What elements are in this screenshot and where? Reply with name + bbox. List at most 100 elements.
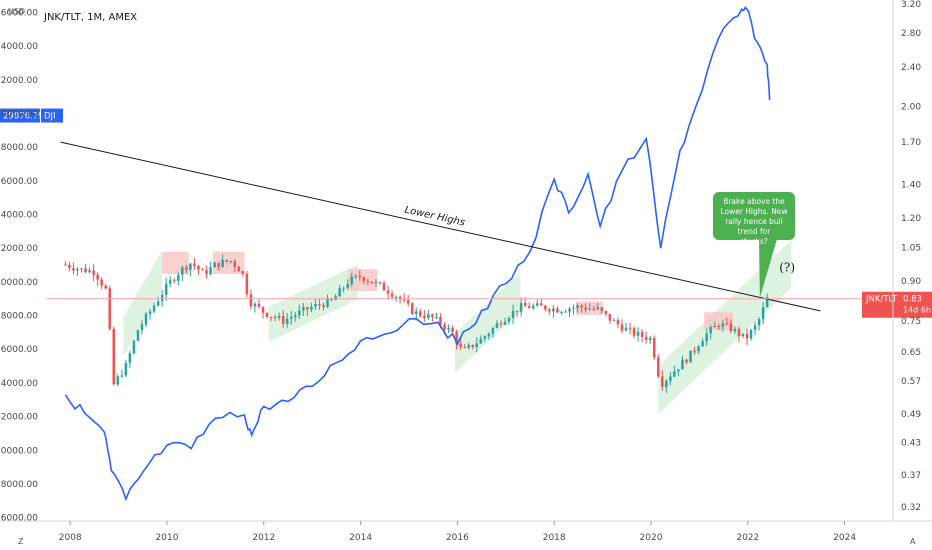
callout-text-line: Brake above the bbox=[723, 197, 785, 206]
candle-body bbox=[689, 350, 692, 363]
candle-body bbox=[72, 267, 75, 271]
price-tag-countdown: 14d 6h bbox=[903, 306, 931, 315]
right-axis-tick-label: 0.57 bbox=[901, 377, 921, 387]
candle-body bbox=[253, 303, 257, 307]
left-axis-tick-label: 20000.00 bbox=[0, 278, 38, 288]
candle-body bbox=[362, 277, 366, 282]
right-axis-tick-label: 1.20 bbox=[901, 214, 921, 224]
candle-body bbox=[164, 283, 168, 295]
time-axis-tick-label: 2022 bbox=[736, 533, 759, 543]
candle-body bbox=[640, 331, 644, 337]
candle-body bbox=[306, 307, 309, 310]
candle-body bbox=[104, 285, 107, 289]
candle-body bbox=[499, 323, 503, 325]
left-axis-tick-label: 12000.00 bbox=[0, 413, 38, 423]
left-axis-tick-label: 10000.00 bbox=[0, 446, 38, 456]
left-axis-tick-label: 34000.00 bbox=[0, 42, 38, 52]
auto-scale-button[interactable]: A bbox=[910, 537, 916, 546]
candle-body bbox=[124, 363, 128, 376]
right-axis-tick-label: 2.40 bbox=[901, 63, 921, 73]
candle-body bbox=[725, 323, 729, 325]
rally-channel bbox=[268, 264, 359, 343]
candle-body bbox=[334, 296, 337, 301]
candle-body bbox=[342, 287, 345, 289]
candle-body bbox=[116, 376, 120, 385]
dji-series bbox=[64, 5, 771, 502]
dji-value-tag bbox=[0, 108, 40, 123]
candle-body bbox=[128, 353, 132, 364]
candle-body bbox=[233, 261, 237, 267]
time-axis-tick-label: 2020 bbox=[640, 533, 663, 543]
candle-body bbox=[354, 275, 358, 277]
candle-body bbox=[197, 265, 200, 270]
candle-body bbox=[402, 299, 406, 301]
candle-body bbox=[632, 328, 636, 336]
candle-body bbox=[269, 316, 273, 318]
candle-body bbox=[386, 290, 390, 294]
dji-symbol-text: DJI bbox=[44, 112, 56, 122]
left-axis-tick-label: 6000.00 bbox=[1, 514, 38, 524]
candle-body bbox=[314, 303, 317, 307]
left-axis-tick-label: 28000.00 bbox=[0, 143, 38, 153]
left-axis-tick-label: 32000.00 bbox=[0, 76, 38, 86]
candle-body bbox=[661, 376, 664, 387]
candle-body bbox=[439, 316, 442, 325]
candle-body bbox=[673, 371, 676, 377]
right-axis-tick-label: 0.43 bbox=[901, 438, 921, 448]
rally-channel bbox=[454, 272, 521, 373]
candle-body bbox=[548, 309, 551, 312]
candle-body bbox=[289, 317, 293, 319]
candle-body bbox=[419, 311, 422, 316]
chart-title: JNK/TLT, 1M, AMEX bbox=[43, 12, 137, 23]
candle-body bbox=[96, 274, 99, 280]
candle-body bbox=[636, 331, 640, 336]
candle-body bbox=[112, 328, 116, 385]
candle-body bbox=[80, 268, 83, 270]
dji-value-text: 29876.79 bbox=[3, 112, 44, 122]
candlestick-series bbox=[64, 254, 769, 394]
candle-body bbox=[685, 359, 688, 363]
candle-body bbox=[168, 280, 172, 284]
candle-body bbox=[592, 308, 595, 310]
candle-body bbox=[527, 306, 531, 309]
candle-body bbox=[265, 312, 269, 317]
timezone-button[interactable]: Z bbox=[18, 537, 24, 546]
candle-body bbox=[406, 300, 410, 304]
candle-body bbox=[648, 338, 652, 341]
candle-body bbox=[515, 310, 519, 312]
right-axis-tick-label: 2.80 bbox=[901, 29, 921, 39]
resistance-highlight bbox=[704, 312, 734, 330]
candle-body bbox=[652, 338, 656, 358]
candle-body bbox=[156, 301, 160, 306]
candle-body bbox=[84, 268, 87, 273]
candle-body bbox=[181, 267, 184, 275]
candle-body bbox=[225, 259, 228, 262]
candle-body bbox=[495, 323, 499, 328]
candle-body bbox=[273, 317, 277, 319]
candle-body bbox=[427, 314, 430, 319]
candle-body bbox=[745, 333, 749, 339]
candle-body bbox=[620, 324, 624, 331]
right-axis-tick-label: 3.20 bbox=[901, 0, 921, 10]
candle-body bbox=[644, 336, 648, 341]
candle-body bbox=[435, 316, 438, 318]
callout-text-line: rally hence bull bbox=[725, 217, 783, 226]
left-axis-tick-label: 24000.00 bbox=[0, 211, 38, 221]
right-axis-tick-label: 0.65 bbox=[901, 348, 921, 358]
candle-body bbox=[604, 310, 608, 314]
price-tag-symbol: JNK/TLT bbox=[865, 295, 898, 305]
candle-body bbox=[491, 327, 495, 334]
candle-body bbox=[229, 261, 232, 263]
candle-body bbox=[721, 323, 725, 327]
candle-body bbox=[540, 303, 543, 306]
candle-body bbox=[423, 315, 426, 319]
candle-body bbox=[463, 346, 466, 348]
rally-channel bbox=[123, 250, 163, 357]
candle-body bbox=[507, 318, 511, 322]
candle-body bbox=[205, 270, 208, 275]
candle-body bbox=[568, 308, 571, 312]
candle-body bbox=[459, 343, 462, 347]
candle-body bbox=[277, 316, 281, 318]
